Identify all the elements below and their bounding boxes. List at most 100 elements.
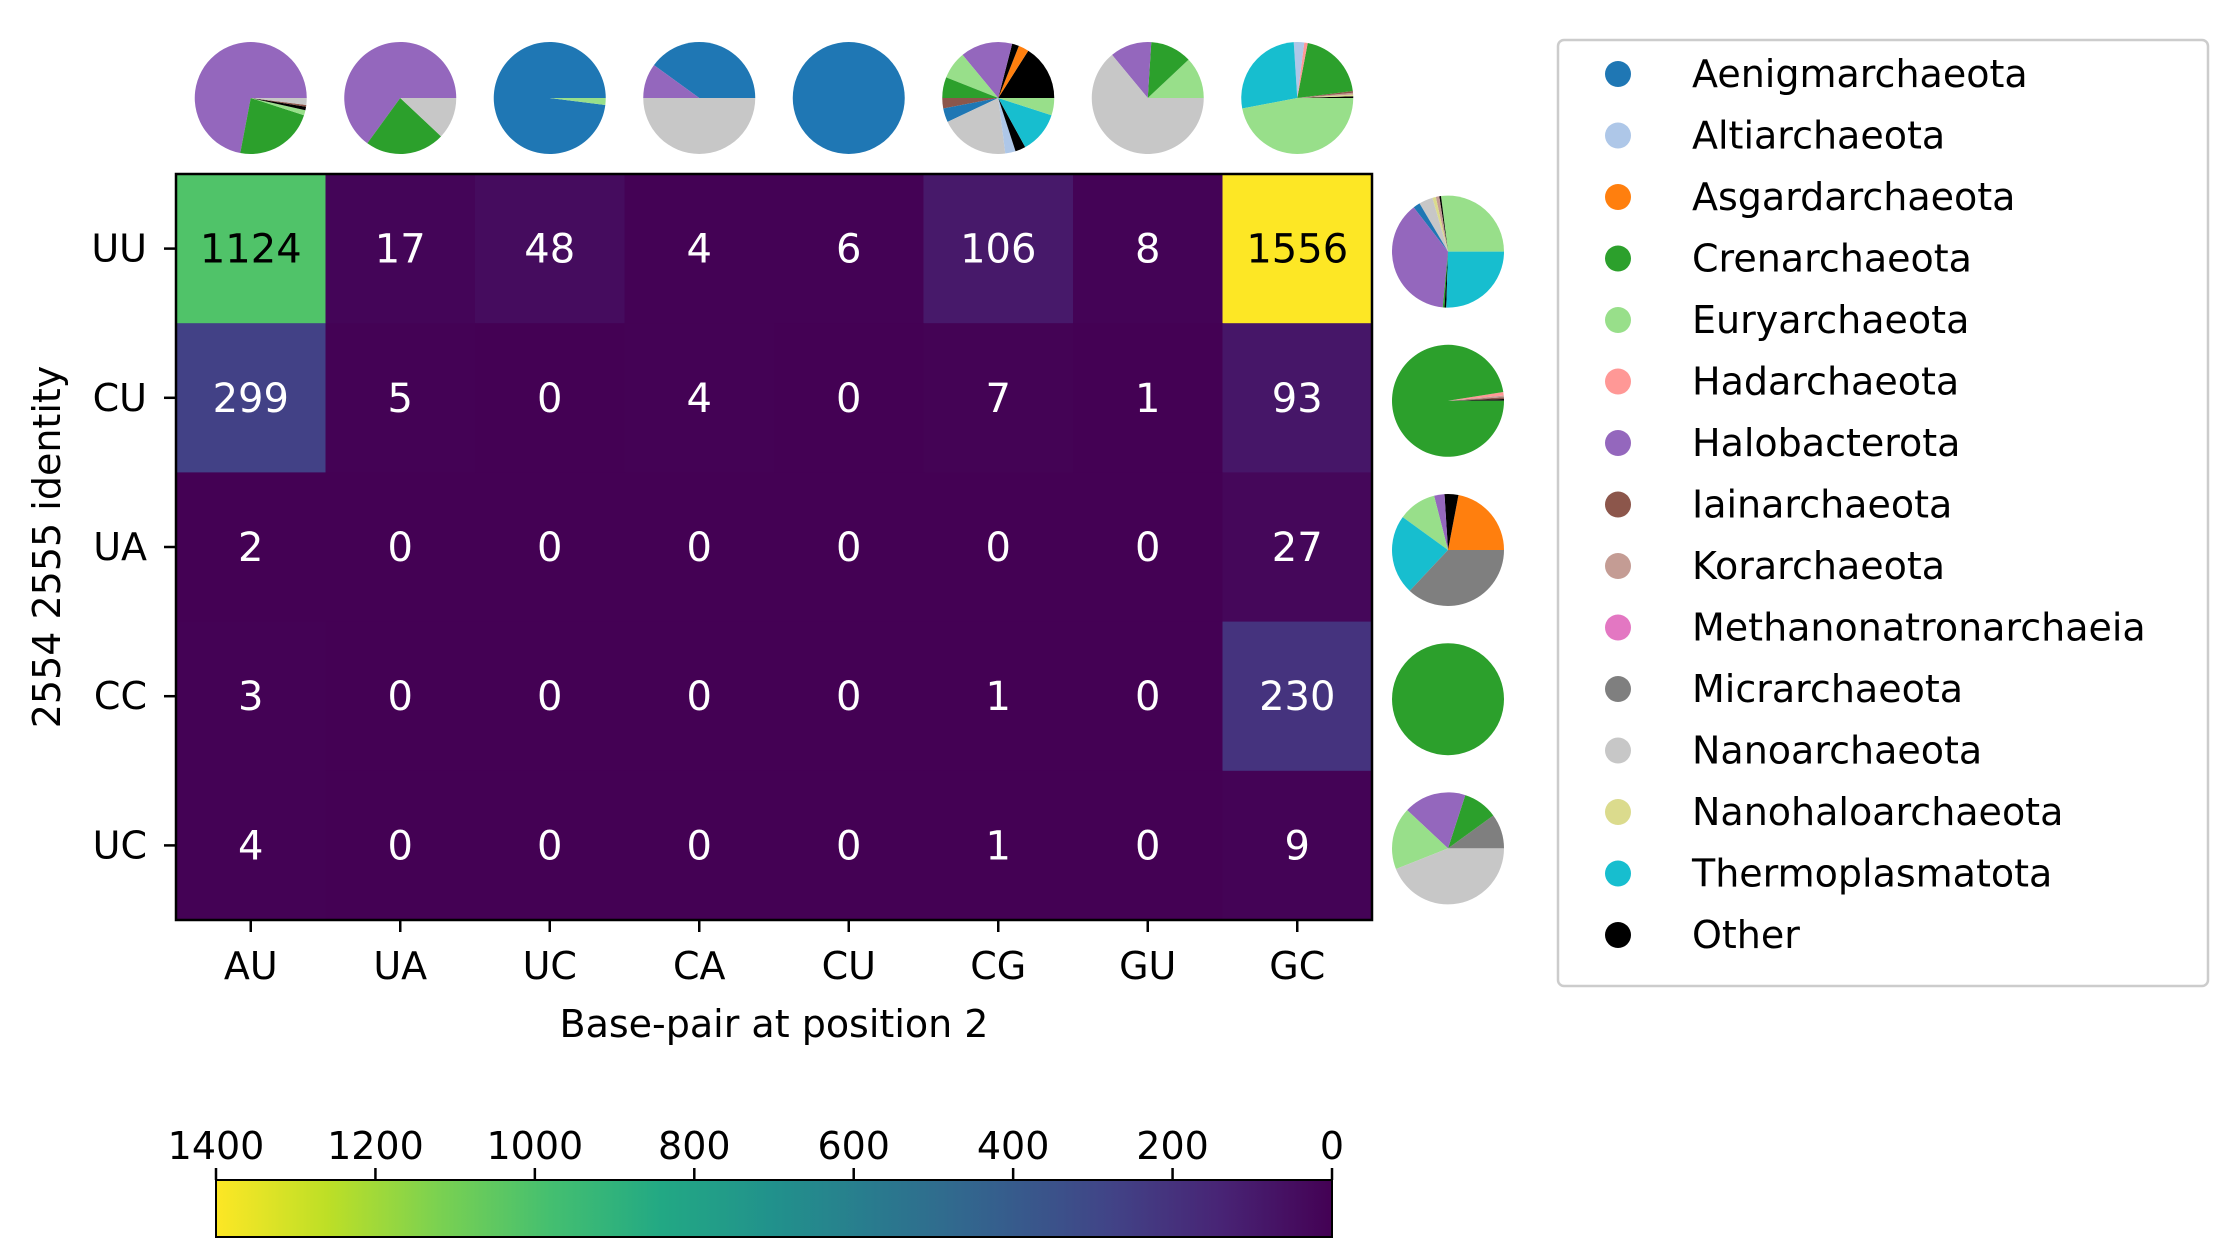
colorbar-tick-label: 1200 (327, 1124, 424, 1168)
legend-label: Other (1692, 913, 1800, 957)
pie-slice (1419, 197, 1448, 252)
legend-marker (1605, 737, 1631, 764)
heatmap-cell (774, 323, 925, 473)
cell-value-label: 7 (986, 376, 1011, 422)
pie-slice (942, 77, 999, 98)
pie-slice (1446, 251, 1504, 308)
legend-marker (1605, 61, 1631, 87)
cell-value-label: 0 (687, 525, 712, 571)
cell-value-label: 0 (537, 525, 562, 571)
heatmap-cell (325, 174, 476, 324)
heatmap-cell (475, 174, 626, 324)
pie-slice (1442, 251, 1448, 308)
pie-slice (1242, 98, 1354, 155)
heatmap-cell (1222, 770, 1373, 921)
cell-value-label: 0 (1135, 823, 1160, 869)
x-tick-label: CA (673, 944, 726, 988)
pie-slice (1413, 203, 1448, 252)
legend-label: Methanonatronarchaeia (1692, 606, 2146, 650)
pie-slice (1112, 41, 1152, 98)
pie-slice (240, 98, 305, 155)
x-tick-label: CU (822, 944, 876, 988)
pie-slice (1448, 494, 1504, 550)
heatmap-cell (176, 621, 327, 772)
pie-slice (1448, 815, 1504, 849)
cell-value-label: 0 (1135, 674, 1160, 720)
pie-slice (942, 98, 999, 109)
pie-slice (1448, 795, 1494, 849)
pie-slice (1409, 550, 1504, 606)
pie-slice (1434, 494, 1448, 550)
x-tick-label: AU (224, 944, 278, 988)
row-pies (1392, 195, 1505, 905)
legend-label: Micrarchaeota (1692, 667, 1963, 711)
x-tick-label: UC (523, 944, 577, 988)
legend-marker (1605, 922, 1631, 948)
pie-slice (1392, 643, 1504, 756)
cell-value-label: 1124 (200, 227, 302, 273)
legend-label: Aenigmarchaeota (1692, 52, 2028, 96)
legend-marker (1605, 122, 1631, 149)
heatmap-cell (923, 770, 1074, 921)
legend-marker (1605, 614, 1631, 641)
legend-marker (1605, 184, 1631, 210)
cell-value-label: 8 (1135, 227, 1160, 273)
legend: Aenigmarchaeota Altiarchaeota Asgardarchae… (1605, 52, 2146, 957)
pie-chart (643, 42, 756, 154)
pie-slice (998, 43, 1019, 98)
cell-value-label: 0 (836, 525, 861, 571)
heatmap-cell (1222, 621, 1373, 772)
pie-slice (998, 98, 1052, 148)
pie-slice (998, 98, 1026, 152)
legend-label: Crenarchaeota (1692, 237, 1972, 281)
cell-value-label: 0 (836, 674, 861, 720)
cell-value-label: 1556 (1246, 227, 1348, 273)
cell-value-label: 0 (687, 823, 712, 869)
cell-value-label: 6 (836, 227, 861, 273)
y-tick-label: UA (93, 525, 147, 569)
y-tick-label: UC (93, 823, 147, 867)
pie-slice (1297, 90, 1353, 98)
legend-marker (1605, 860, 1631, 887)
heatmap-cell (624, 472, 775, 623)
cell-value-label: 1 (1135, 376, 1160, 422)
heatmap-cell (774, 472, 925, 623)
cell-value-label: 48 (524, 227, 575, 273)
pie-chart (1392, 792, 1504, 905)
heatmap-cell (176, 174, 327, 324)
pie-chart (344, 41, 457, 154)
colorbar-tick-label: 1400 (168, 1124, 265, 1168)
legend-label: Altiarchaeota (1692, 114, 1945, 158)
pie-slice (962, 41, 1013, 98)
heatmap-cell (1222, 472, 1373, 623)
legend-marker (1605, 307, 1631, 333)
legend-label: Iainarchaeota (1692, 483, 1952, 527)
pie-slice (1395, 848, 1504, 905)
heatmap-cell (475, 770, 626, 921)
cell-value-label: 106 (960, 227, 1036, 273)
legend-marker (1605, 245, 1631, 272)
cell-value-label: 4 (687, 227, 712, 273)
heatmap-cell (624, 174, 775, 324)
pie-slice (1407, 792, 1466, 849)
column-pies (194, 41, 1354, 155)
pie-slice (1297, 94, 1354, 98)
pie-slice (998, 98, 1016, 154)
pie-slice (1392, 517, 1448, 591)
legend-marker (1605, 553, 1631, 579)
heatmap-cell (1222, 323, 1373, 473)
legend-label: Asgardarchaeota (1692, 175, 2015, 219)
cell-value-label: 0 (1135, 525, 1160, 571)
cell-value-label: 9 (1285, 823, 1310, 869)
pie-slice (250, 98, 307, 106)
cell-value-label: 4 (238, 823, 263, 869)
cell-value-label: 0 (388, 525, 413, 571)
cell-value-label: 0 (537, 674, 562, 720)
pie-slice (1448, 395, 1504, 401)
pie-slice (1435, 196, 1448, 252)
heatmap-cell (475, 323, 626, 473)
legend-label: Korarchaeota (1692, 544, 1945, 588)
pie-slice (1091, 54, 1204, 154)
pie-slice (653, 42, 756, 98)
pie-chart (1392, 643, 1504, 756)
